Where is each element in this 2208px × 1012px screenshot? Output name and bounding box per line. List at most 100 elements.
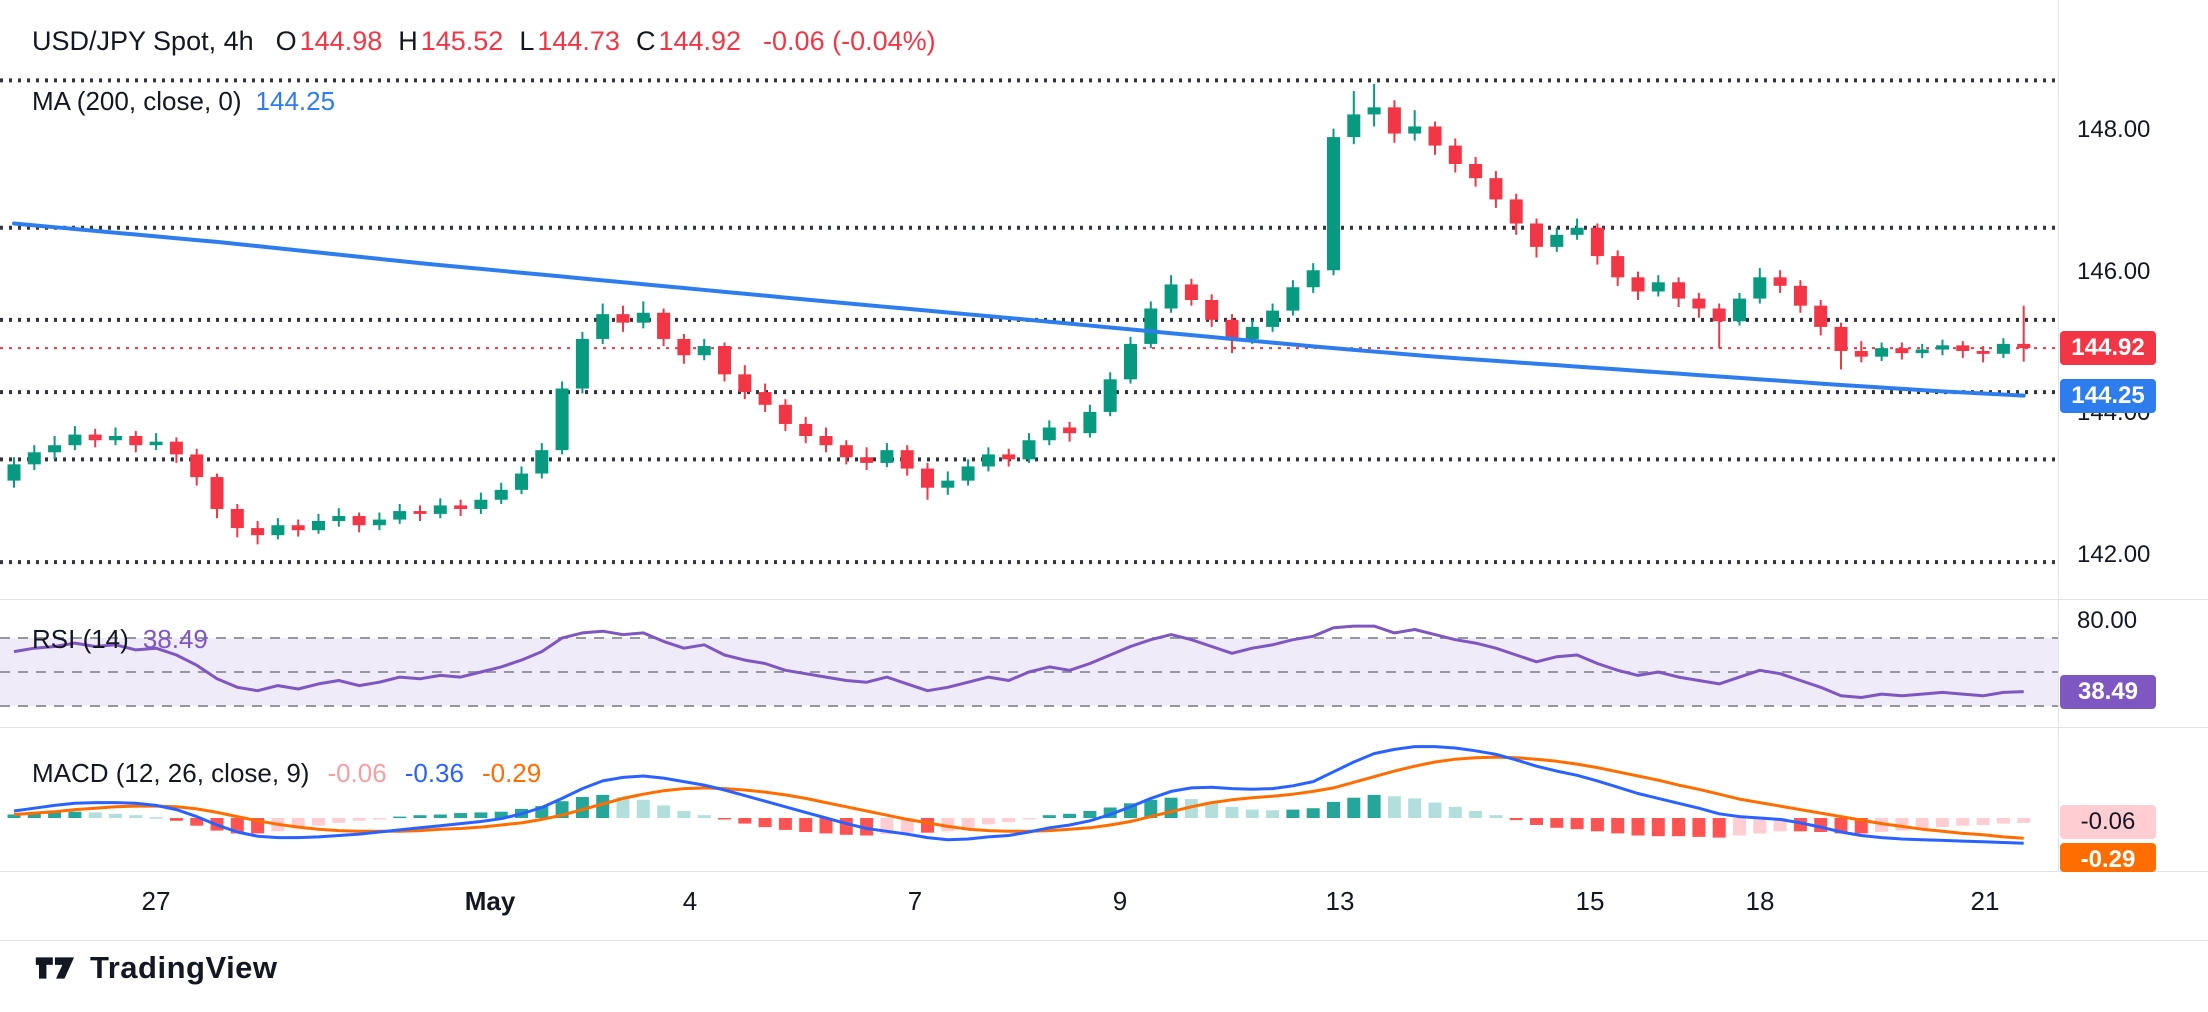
macd-signal-badge[interactable]: -0.29 xyxy=(2060,843,2156,872)
separator-main-rsi xyxy=(0,599,2208,600)
candle xyxy=(575,338,589,389)
rsi-indicator-legend[interactable]: RSI (14) 38.49 xyxy=(32,624,208,655)
tradingview-logo[interactable]: TradingView xyxy=(34,950,278,986)
candle xyxy=(1530,223,1543,247)
candle xyxy=(900,450,914,469)
candle xyxy=(251,528,265,536)
ma-value: 144.25 xyxy=(255,86,336,116)
candle xyxy=(819,435,833,446)
candle xyxy=(941,480,955,488)
candle xyxy=(1448,145,1462,164)
high-value: H 145.52 xyxy=(398,26,504,56)
symbol-legend[interactable]: USD/JPY Spot, 4h O 144.98 H 145.52 L 144.73… xyxy=(32,26,936,57)
symbol-title[interactable]: USD/JPY Spot, 4h xyxy=(32,26,254,56)
separator-rsi-macd xyxy=(0,727,2208,728)
candle xyxy=(2017,343,2031,349)
candle xyxy=(981,454,995,467)
price-axis-label: 148.00 xyxy=(2077,116,2151,143)
ma-value-badge[interactable]: 144.25 xyxy=(2060,378,2156,413)
candle xyxy=(271,525,285,536)
ma-indicator-legend[interactable]: MA (200, close, 0) 144.25 xyxy=(32,86,335,117)
macd-hist-badge[interactable]: -0.06 xyxy=(2060,805,2156,840)
candle xyxy=(1245,326,1259,339)
candle xyxy=(1103,379,1117,412)
candle xyxy=(1327,137,1340,271)
candle xyxy=(921,468,934,488)
candle xyxy=(1428,126,1442,146)
candle xyxy=(210,477,224,509)
macd-indicator-legend[interactable]: MACD (12, 26, close, 9) -0.06 -0.36 -0.2… xyxy=(32,758,541,789)
price-axis-label: 80.00 xyxy=(2077,607,2138,634)
macd-label: MACD (12, 26, close, 9) xyxy=(32,758,310,788)
candle xyxy=(738,374,752,393)
candle xyxy=(718,346,731,375)
candle xyxy=(474,499,488,509)
tradingview-logo-text: TradingView xyxy=(90,950,278,985)
time-axis-label: 4 xyxy=(682,886,698,916)
separator-price-scale xyxy=(2058,0,2059,871)
candle xyxy=(48,445,62,453)
candle xyxy=(27,452,41,465)
rsi-value-badge[interactable]: 38.49 xyxy=(2060,674,2156,709)
rsi-pane-graphics xyxy=(0,624,2058,707)
price-scale[interactable]: 144.92 144.25 38.49 -0.06 -0.29 148.00 14… xyxy=(2059,0,2208,872)
candle xyxy=(799,423,813,436)
candle xyxy=(880,450,894,463)
time-axis-label: 9 xyxy=(1112,886,1128,916)
candle xyxy=(636,312,650,323)
ma-line xyxy=(12,221,2026,398)
close-value: C 144.92 xyxy=(635,26,742,56)
macd-lines xyxy=(13,745,2024,845)
candle xyxy=(1286,287,1300,311)
candle xyxy=(1793,285,1807,306)
candle xyxy=(1875,348,1889,357)
candle xyxy=(1712,308,1726,322)
candle xyxy=(839,445,853,458)
time-axis-label: 18 xyxy=(1745,886,1775,916)
time-scale[interactable]: 27 May 4 7 9 13 15 18 21 xyxy=(0,872,2208,940)
candle xyxy=(372,519,386,526)
candle xyxy=(352,516,366,526)
macd-line-value: -0.36 xyxy=(404,758,464,788)
candle xyxy=(697,346,711,356)
candle xyxy=(1367,107,1381,115)
candle xyxy=(1570,227,1584,235)
candle xyxy=(433,505,447,514)
candle xyxy=(1469,163,1483,179)
candle xyxy=(88,434,102,441)
candle xyxy=(1205,299,1219,320)
candle xyxy=(1022,440,1036,460)
candle xyxy=(1306,270,1320,288)
candle xyxy=(1814,305,1828,327)
tradingview-logo-mark xyxy=(35,957,75,979)
candle xyxy=(1042,427,1056,441)
time-axis-label: 13 xyxy=(1325,886,1355,916)
candle xyxy=(778,404,792,424)
candle xyxy=(1347,114,1361,138)
candle xyxy=(555,388,569,451)
time-axis-label: 21 xyxy=(1970,886,2000,916)
price-axis-label: 146.00 xyxy=(2077,257,2151,285)
candle xyxy=(149,441,163,446)
candle xyxy=(7,464,21,481)
candle xyxy=(1672,282,1686,299)
time-axis-label: 15 xyxy=(1575,886,1605,916)
candle xyxy=(596,314,610,339)
rsi-value: 38.49 xyxy=(142,624,208,654)
separator-bottom xyxy=(0,940,2208,941)
candle xyxy=(230,508,244,529)
ohlc-values: O 144.98 H 145.52 L 144.73 C 144.92 xyxy=(276,26,741,57)
last-price-badge[interactable]: 144.92 xyxy=(2060,331,2156,366)
candle xyxy=(454,505,468,509)
candle xyxy=(413,511,427,514)
candle xyxy=(1915,349,1929,354)
candle xyxy=(657,312,671,339)
candle xyxy=(1184,284,1198,300)
candle xyxy=(1611,256,1625,278)
price-axis-label: 142.00 xyxy=(2077,540,2151,568)
candle xyxy=(1002,454,1016,460)
candle xyxy=(190,454,204,478)
candle xyxy=(393,511,407,520)
